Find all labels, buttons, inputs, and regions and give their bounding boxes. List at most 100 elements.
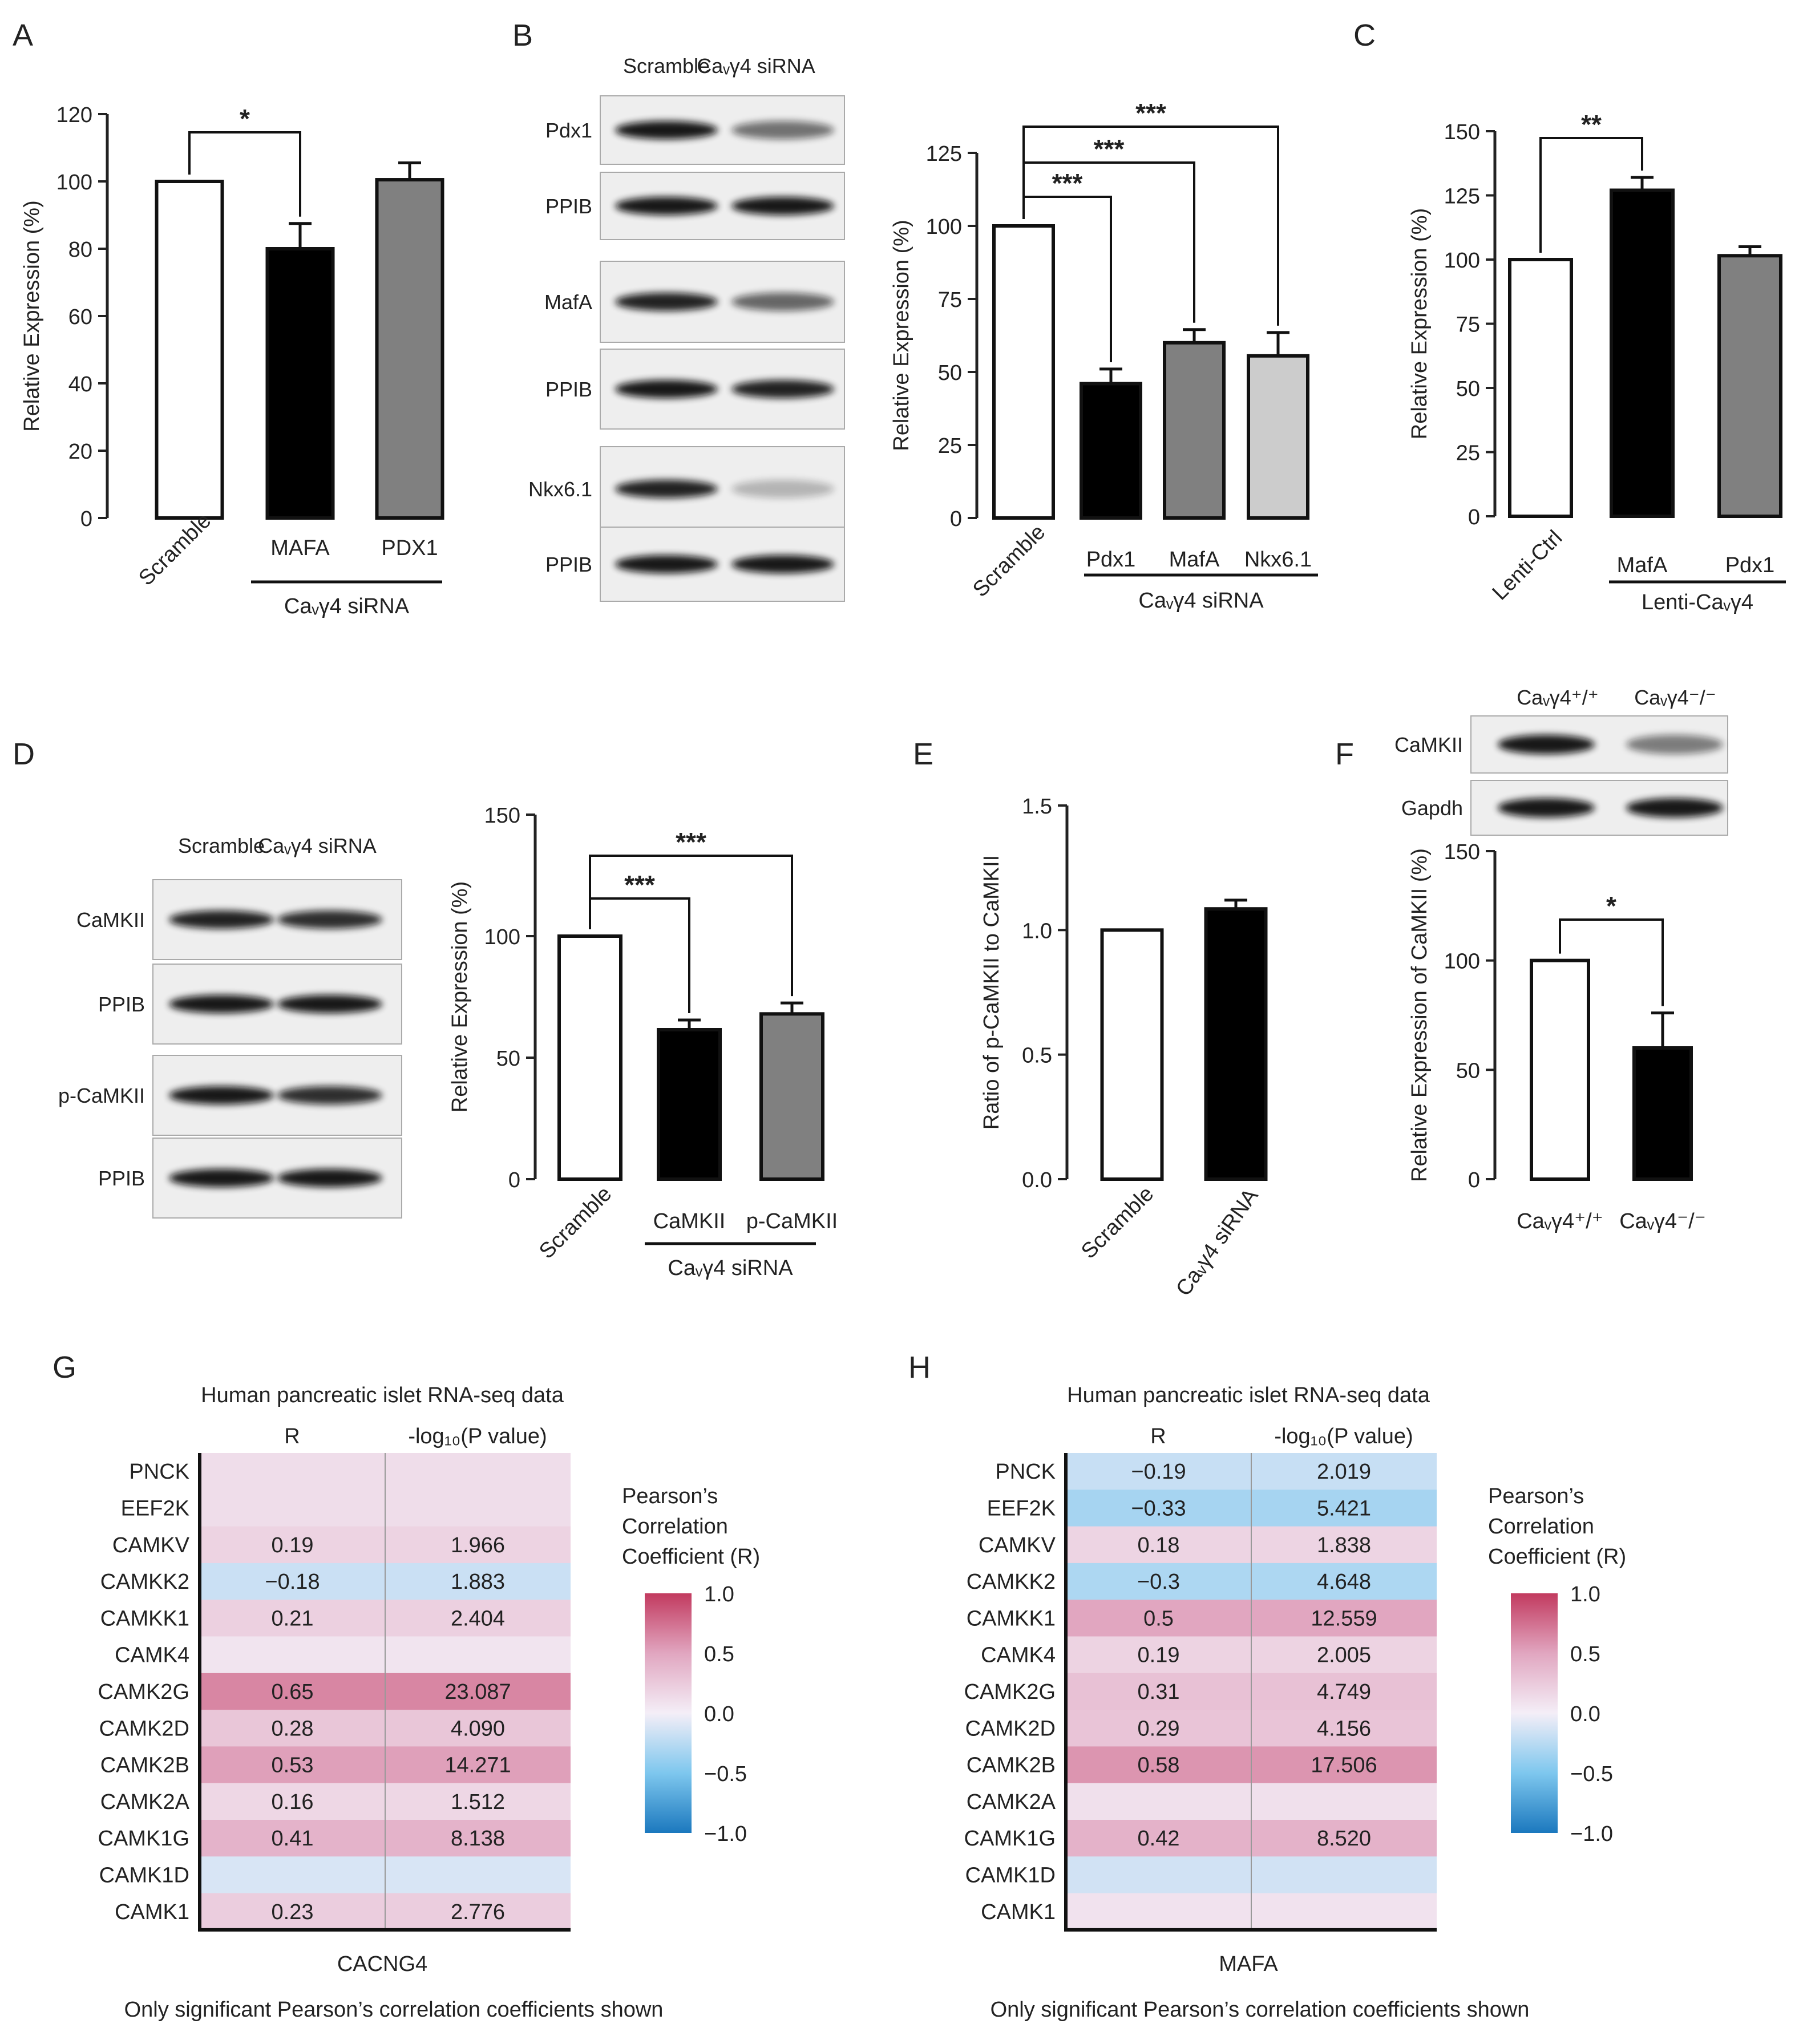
significance-bracket [1559,918,1664,1006]
panel-letter-D: D [13,737,35,771]
y-tick-label: 50 [1456,1059,1480,1083]
y-tick-label: 100 [56,171,92,195]
heat-row-label: CAMKK2 [967,1570,1056,1594]
colorbar [1511,1593,1558,1833]
heat-p-value: 4.749 [1317,1680,1371,1704]
x-tick-label: Scramble [535,1182,616,1264]
blot-band [1626,798,1723,817]
bar-scramble [155,180,224,520]
colorbar-tick-label: 1.0 [1570,1582,1600,1606]
blot-row-label: PPIB [98,993,145,1016]
blot-band [731,380,834,398]
blot-band [731,293,834,311]
y-tick-label: 0 [1468,505,1480,529]
blot-row-label: CaMKII [1394,733,1463,756]
colorbar-title: Pearson’s [1488,1484,1584,1508]
bar-ca-4- [1632,1046,1693,1181]
heatmap-title: Human pancreatic islet RNA-seq data [1067,1383,1430,1407]
bar-mafa [1163,341,1226,520]
x-tick-label: MAFA [270,536,330,560]
lane-label: Scramble [623,54,710,78]
heat-p-value: 5.421 [1317,1496,1371,1520]
colorbar-title: Correlation [622,1515,728,1539]
heat-x-label: CACNG4 [337,1952,427,1976]
blot-band [615,480,718,498]
y-tick-label: 20 [68,440,92,464]
blot-band [277,1169,382,1187]
heatmap-G: Human pancreatic islet RNA-seq data R -log… [98,1383,761,2022]
y-tick-label: 25 [1456,442,1480,466]
heat-row-label: CAMKK2 [100,1570,189,1594]
blot-row-label: PPIB [98,1167,145,1190]
heat-r-value: 0.16 [272,1790,314,1814]
y-tick-label: 0 [1468,1168,1480,1192]
blot-band [615,380,718,398]
heat-p-value: 8.520 [1317,1827,1371,1851]
heat-x-label: MAFA [1219,1952,1278,1976]
y-tick-label: 150 [484,804,520,828]
y-axis-label: Relative Expression (%) [890,220,913,451]
y-tick-label: 100 [1444,249,1480,273]
heat-row-label: CAMK1D [99,1863,189,1887]
bar-pdx1 [375,178,444,520]
y-tick-label: 120 [56,103,92,127]
bar-chart-C: 0 25 50 75 100 125 150 Relative Expression (%) L… [1408,110,1786,614]
colorbar-title: Pearson’s [622,1484,718,1508]
heat-p-value: 1.512 [451,1790,505,1814]
heat-r-value: −0.19 [1131,1460,1186,1484]
x-tick-label: Caᵥγ4 siRNA [1171,1184,1263,1301]
blot-row-label: PPIB [545,378,592,401]
group-label: Lenti-Caᵥγ4 [1642,590,1753,614]
blot-band [1498,735,1595,754]
y-tick-label: 50 [938,361,962,385]
blot-band [1498,798,1595,817]
blot-band [615,555,718,573]
heat-r-value: 0.28 [272,1717,314,1741]
blot-band [277,910,382,929]
colorbar-tick-label: 1.0 [704,1582,734,1606]
bar-scramble [557,934,622,1181]
bar-ca-4- [1530,958,1590,1181]
heat-row-label: CAMKK1 [967,1606,1056,1630]
y-tick-label: 50 [1456,377,1480,401]
bar-chart-B: 0 25 50 75 100 125 Relative Expression (%) Scra… [890,98,1318,613]
bar-mafa [265,247,335,520]
blot-row-label: Pdx1 [545,119,592,142]
blot-band [169,1086,274,1104]
western-blot-F: Caᵥγ4⁺/⁺ Caᵥγ4⁻/⁻ CaMKII Gapdh [1394,686,1728,836]
heat-p-value: 17.506 [1311,1754,1377,1778]
x-tick-label: Pdx1 [1086,548,1136,572]
significance-bracket [188,131,301,217]
colorbar-tick-label: 0.5 [1570,1642,1600,1666]
x-tick-label: Scramble [968,520,1050,602]
y-tick-label: 0.0 [1022,1168,1052,1192]
heat-p-value: 2.776 [451,1900,505,1924]
lane-label: Caᵥγ4 siRNA [258,834,377,857]
heat-axes [1064,1453,1437,1932]
lane-label: Caᵥγ4 siRNA [697,54,815,78]
heat-row-label: EEF2K [987,1496,1056,1520]
heat-row-label: CAMK1 [981,1900,1056,1924]
colorbar [645,1593,692,1833]
colorbar-tick-label: 0.5 [704,1642,734,1666]
y-tick-label: 150 [1444,120,1480,144]
heat-r-value: 0.18 [1138,1533,1180,1557]
x-tick-label: p-CaMKII [746,1209,838,1233]
y-tick-label: 100 [1444,950,1480,974]
column-header: -log₁₀(P value) [408,1424,547,1448]
y-tick-label: 1.5 [1022,795,1052,819]
heat-r-value: 0.42 [1138,1827,1180,1851]
colorbar-title: Coefficient (R) [622,1545,760,1569]
y-axis-label: Relative Expression (%) [448,881,472,1112]
blot-band [731,197,834,215]
y-tick-label: 125 [1444,185,1480,209]
heat-row-label: PNCK [995,1460,1056,1484]
heat-row-label: CAMK2D [965,1717,1056,1741]
bar-mafa [1610,188,1675,518]
blot-band [277,1086,382,1104]
panel-letter-B: B [512,18,533,52]
heat-r-value: −0.18 [265,1570,320,1594]
blot-band [731,555,834,573]
y-tick-label: 150 [1444,840,1480,864]
